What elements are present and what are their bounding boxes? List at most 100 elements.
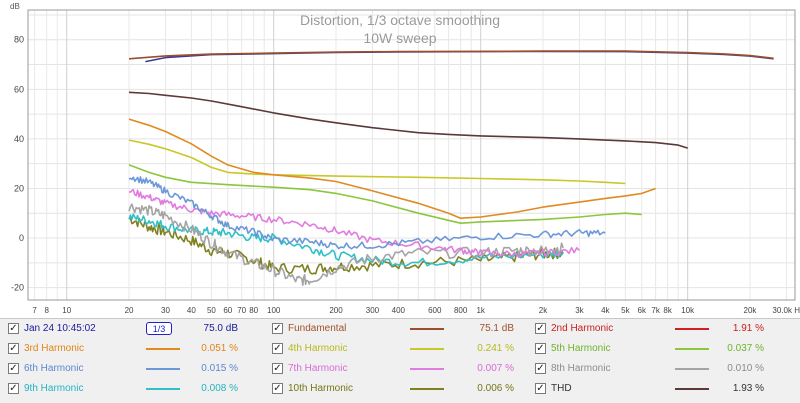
checkbox-measurement[interactable]: ✓ — [8, 323, 19, 334]
x-tick-label: 30 — [161, 306, 170, 315]
x-tick-label: 30.0k Hz — [772, 306, 800, 315]
smoothing-button[interactable]: 1/3 — [146, 322, 172, 335]
legend-row-1: ✓ Jan 24 10:45:02 1/3 75.0 dB ✓ Fundamen… — [0, 320, 800, 338]
checkbox-5th-harmonic[interactable]: ✓ — [535, 343, 546, 354]
x-axis-ticks: 7 8 10 20 30 40 50 60 70 80 100 200 300 400 600 800 1k 2k… — [32, 306, 800, 315]
series-line-7th-harmonic — [128, 188, 580, 259]
series-layer — [128, 50, 774, 286]
legend-value-9th-harmonic: 0.008 % — [201, 383, 238, 394]
legend-value-8th-harmonic: 0.010 % — [727, 363, 764, 374]
checkbox-6th-harmonic[interactable]: ✓ — [8, 363, 19, 374]
legend-swatch-fundamental — [410, 328, 444, 330]
legend-value-7th-harmonic: 0.007 % — [477, 363, 514, 374]
x-tick-label: 300 — [366, 306, 380, 315]
checkbox-8th-harmonic[interactable]: ✓ — [535, 363, 546, 374]
x-tick-label: 80 — [249, 306, 258, 315]
x-tick-label: 20 — [125, 306, 134, 315]
chart-subtitle: 10W sweep — [363, 30, 436, 46]
legend-label-8th-harmonic: 8th Harmonic — [551, 363, 611, 374]
legend-label-6th-harmonic: 6th Harmonic — [24, 363, 84, 374]
legend-swatch-6th-harmonic — [146, 368, 180, 370]
distortion-chart: 80 60 40 200 -20 7 8 10 20 30 40 50 60 70 80 100 200 300… — [0, 0, 800, 318]
legend-label-9th-harmonic: 9th Harmonic — [24, 383, 84, 394]
measurement-timestamp: Jan 24 10:45:02 — [24, 323, 96, 334]
checkbox-fundamental[interactable]: ✓ — [272, 323, 283, 334]
x-tick-label: 5k — [621, 306, 630, 315]
legend-swatch-7th-harmonic — [410, 368, 444, 370]
legend-swatch-thd — [675, 388, 709, 390]
legend-value-2nd-harmonic: 1.91 % — [732, 323, 764, 334]
series-line-thd — [128, 91, 688, 149]
series-line-6th-harmonic — [128, 176, 606, 250]
measurement-spl: 75.0 dB — [203, 323, 238, 334]
checkbox-7th-harmonic[interactable]: ✓ — [272, 363, 283, 374]
x-tick-label: 4k — [601, 306, 610, 315]
chart-background — [0, 0, 800, 318]
legend-swatch-2nd-harmonic — [675, 328, 709, 330]
x-tick-label: 1k — [476, 306, 485, 315]
y-axis-unit: dB — [10, 2, 20, 11]
legend-panel: ✓ Jan 24 10:45:02 1/3 75.0 dB ✓ Fundamen… — [0, 318, 800, 403]
series-line-8th-harmonic — [128, 203, 564, 286]
y-tick-label: 80 — [14, 35, 24, 45]
legend-swatch-5th-harmonic — [675, 348, 709, 350]
legend-row-4: ✓ 9th Harmonic 0.008 % ✓ 10th Harmonic 0… — [0, 380, 800, 398]
legend-label-2nd-harmonic: 2nd Harmonic — [551, 323, 614, 334]
legend-value-10th-harmonic: 0.006 % — [477, 383, 514, 394]
x-tick-label: 3k — [575, 306, 584, 315]
legend-value-3rd-harmonic: 0.051 % — [201, 343, 238, 354]
legend-value-4th-harmonic: 0.241 % — [477, 343, 514, 354]
x-tick-label: 6k — [638, 306, 647, 315]
x-tick-label: 20k — [744, 306, 758, 315]
x-tick-label: 7 — [32, 306, 37, 315]
checkbox-2nd-harmonic[interactable]: ✓ — [535, 323, 546, 334]
legend-label-10th-harmonic: 10th Harmonic — [288, 383, 354, 394]
legend-label-fundamental: Fundamental — [288, 323, 347, 334]
plot-frame — [27, 9, 796, 301]
x-tick-label: 100 — [267, 306, 281, 315]
legend-label-thd: THD — [551, 383, 572, 394]
x-tick-label: 400 — [392, 306, 406, 315]
x-tick-label: 8k — [663, 306, 672, 315]
x-tick-label: 8 — [44, 306, 49, 315]
chart-title: Distortion, 1/3 octave smoothing — [300, 12, 500, 28]
y-tick-label: 60 — [14, 84, 24, 94]
y-tick-label: 40 — [14, 134, 24, 144]
series-line-5th-harmonic — [128, 164, 642, 224]
checkbox-thd[interactable]: ✓ — [535, 383, 546, 394]
legend-label-4th-harmonic: 4th Harmonic — [288, 343, 348, 354]
legend-label-5th-harmonic: 5th Harmonic — [551, 343, 611, 354]
series-line-9th-harmonic — [128, 213, 564, 267]
x-tick-label: 60 — [223, 306, 232, 315]
y-tick-label: 20 — [14, 183, 24, 193]
legend-label-3rd-harmonic: 3rd Harmonic — [24, 343, 85, 354]
y-tick-label: -20 — [11, 283, 24, 293]
series-line-fundamental — [128, 50, 774, 60]
legend-value-fundamental: 75.1 dB — [479, 323, 514, 334]
series-line-3rd-harmonic — [128, 118, 656, 219]
legend-swatch-8th-harmonic — [675, 368, 709, 370]
x-tick-label: 10k — [681, 306, 695, 315]
legend-row-3: ✓ 6th Harmonic 0.015 % ✓ 7th Harmonic 0.… — [0, 360, 800, 378]
x-tick-label: 800 — [454, 306, 468, 315]
grid — [28, 10, 795, 300]
legend-swatch-10th-harmonic — [410, 388, 444, 390]
x-tick-label: 600 — [428, 306, 442, 315]
legend-label-7th-harmonic: 7th Harmonic — [288, 363, 348, 374]
x-tick-label: 70 — [237, 306, 246, 315]
legend-value-thd: 1.93 % — [732, 383, 764, 394]
x-tick-label: 50 — [207, 306, 216, 315]
legend-row-2: ✓ 3rd Harmonic 0.051 % ✓ 4th Harmonic 0.… — [0, 340, 800, 358]
legend-swatch-3rd-harmonic — [146, 348, 180, 350]
checkbox-3rd-harmonic[interactable]: ✓ — [8, 343, 19, 354]
checkbox-10th-harmonic[interactable]: ✓ — [272, 383, 283, 394]
x-tick-label: 10 — [62, 306, 71, 315]
x-tick-label: 40 — [187, 306, 196, 315]
legend-value-5th-harmonic: 0.037 % — [727, 343, 764, 354]
legend-swatch-4th-harmonic — [410, 348, 444, 350]
checkbox-4th-harmonic[interactable]: ✓ — [272, 343, 283, 354]
legend-swatch-9th-harmonic — [146, 388, 180, 390]
x-tick-label: 200 — [329, 306, 343, 315]
x-tick-label: 2k — [539, 306, 548, 315]
checkbox-9th-harmonic[interactable]: ✓ — [8, 383, 19, 394]
